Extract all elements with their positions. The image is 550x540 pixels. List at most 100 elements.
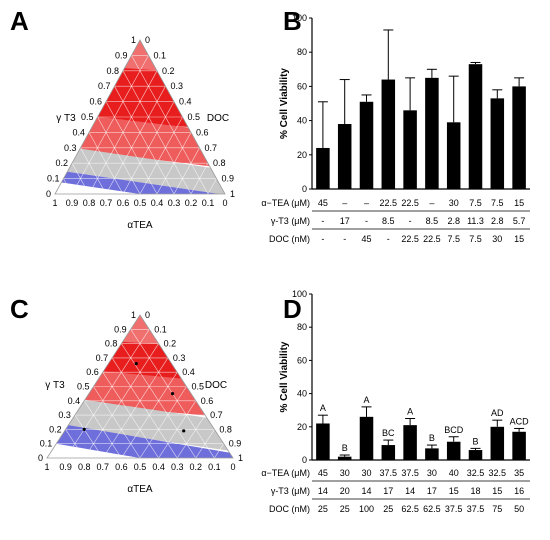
grid-line-doc-c (214, 443, 224, 458)
grid-line-doc-c (139, 386, 187, 458)
tick-label-gamma-a: 1 (131, 35, 136, 45)
grid-line-alpha-c (93, 386, 141, 458)
tick-label-alpha-c: 0.7 (97, 462, 110, 472)
table-cell-b: – (429, 198, 434, 208)
bar-b-1 (337, 124, 352, 189)
ternary-point-c-0 (134, 362, 138, 366)
table-row-label-b: DOC (nM) (269, 234, 310, 244)
tick-label-doc-c: 0.7 (210, 410, 223, 420)
significance-letter-d-2: A (363, 395, 369, 405)
bar-d-7 (468, 450, 483, 460)
tick-label-doc-a: 0.6 (196, 127, 209, 137)
tick-label-doc-c: 0.3 (173, 353, 186, 363)
tick-label-gamma-c: 0.2 (49, 424, 62, 434)
tick-label-alpha-a: 0.4 (151, 198, 164, 208)
table-cell-b: 30 (449, 198, 459, 208)
grid-line-alpha-a (114, 86, 175, 194)
axis-label-alpha-tea-c: αTEA (127, 484, 153, 495)
table-cell-b: 8.5 (426, 216, 439, 226)
tick-label-doc-c: 0.5 (192, 382, 205, 392)
bar-b-0 (316, 147, 330, 189)
table-cell-b: 22.5 (380, 198, 398, 208)
table-cell-d: 32.5 (467, 468, 485, 478)
tick-label-doc-a: 0 (145, 35, 150, 45)
table-cell-d: 100 (359, 504, 374, 514)
grid-line-doc-a (173, 147, 200, 194)
table-cell-b: 45 (318, 198, 328, 208)
table-cell-d: 40 (449, 468, 459, 478)
table-cell-d: 15 (492, 486, 502, 496)
significance-letter-d-1: B (342, 443, 348, 453)
ternary-point-c-1 (170, 392, 175, 396)
grid-line-alpha-a (71, 163, 90, 194)
table-cell-b: 17 (340, 216, 350, 226)
bar-d-1 (337, 456, 352, 460)
tick-label-alpha-c: 0.5 (134, 462, 147, 472)
y-axis-label-d: % Cell Viability (279, 341, 290, 412)
table-cell-b: - (321, 216, 324, 226)
significance-letter-d-7: B (472, 436, 478, 446)
grid-line-alpha-c (111, 357, 178, 458)
table-cell-d: 14 (361, 486, 371, 496)
grid-line-alpha-a (80, 147, 107, 194)
grid-line-doc-a (105, 86, 166, 194)
ternary-grid-c (56, 328, 224, 458)
axis-label-gamma-t3-c: γ T3 (45, 380, 65, 391)
grid-line-alpha-a (63, 178, 73, 194)
table-cell-d: 75 (492, 504, 502, 514)
tick-label-alpha-a: 0.5 (134, 198, 147, 208)
table-cell-b: 7.5 (469, 198, 482, 208)
bar-b-9 (512, 86, 526, 189)
panel-letter-b: B (283, 6, 302, 36)
bar-d-5 (425, 448, 439, 460)
tick-label-doc-a: 0.7 (205, 143, 218, 153)
y-tick-label-d: 20 (297, 422, 307, 432)
tick-label-gamma-c: 0.3 (58, 410, 71, 420)
y-tick-label-d: 60 (297, 355, 307, 365)
table-cell-d: 25 (318, 504, 328, 514)
ternary-point-c-3 (182, 429, 186, 433)
tick-label-alpha-c: 0.4 (152, 462, 165, 472)
axis-label-alpha-tea-a: αTEA (127, 220, 153, 231)
table-cell-d: 37.5 (467, 504, 485, 514)
tick-label-doc-a: 0.9 (222, 174, 235, 184)
tick-label-gamma-c: 0.7 (96, 353, 109, 363)
table-cell-b: 8.5 (382, 216, 395, 226)
table-cell-d: 30 (361, 468, 371, 478)
grid-line-doc-c (102, 357, 169, 458)
y-tick-label-d: 0 (302, 455, 307, 465)
tick-label-gamma-a: 0.9 (115, 50, 128, 60)
significance-letter-d-6: BCD (444, 425, 464, 435)
tick-label-doc-c: 0.8 (219, 424, 232, 434)
grid-line-doc-a (139, 116, 183, 194)
tick-label-gamma-a: 0.5 (81, 112, 94, 122)
tick-label-alpha-a: 0.6 (117, 198, 130, 208)
tick-label-alpha-c: 0.9 (59, 462, 72, 472)
tick-label-doc-a: 0.1 (154, 50, 167, 60)
grid-line-alpha-c (102, 372, 159, 458)
bar-d-4 (403, 425, 417, 460)
panel-letter-d: D (283, 294, 302, 324)
panel-letter-c: C (10, 294, 29, 324)
table-cell-b: 2.8 (447, 216, 460, 226)
ternary-outline-c (46, 314, 234, 459)
bar-d-9 (512, 431, 526, 460)
tick-label-alpha-c: 0.2 (190, 462, 203, 472)
table-cell-d: 30 (340, 468, 350, 478)
grid-line-doc-c (65, 329, 150, 458)
table-cell-b: 22.5 (423, 234, 441, 244)
table-cell-b: 7.5 (491, 198, 504, 208)
table-cell-b: - (387, 234, 390, 244)
table-row-label-b: γ-T3 (μM) (271, 216, 310, 226)
table-cell-d: 25 (340, 504, 350, 514)
table-cell-d: 32.5 (489, 468, 507, 478)
significance-letter-d-0: A (320, 403, 326, 413)
tick-label-doc-c: 0.9 (229, 439, 242, 449)
grid-line-alpha-c (121, 343, 197, 458)
panel-letter-a: A (10, 6, 29, 36)
bar-b-2 (359, 101, 374, 189)
table-cell-b: - (409, 216, 412, 226)
table-cell-b: 11.3 (467, 216, 484, 226)
grid-line-doc-a (207, 178, 217, 194)
